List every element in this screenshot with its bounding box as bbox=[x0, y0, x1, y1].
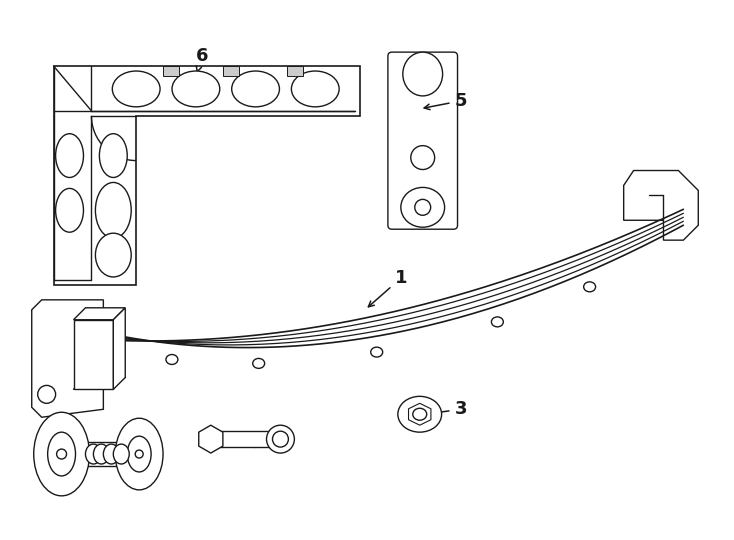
Ellipse shape bbox=[415, 199, 431, 215]
Polygon shape bbox=[211, 431, 280, 447]
Ellipse shape bbox=[272, 431, 288, 447]
Ellipse shape bbox=[56, 188, 84, 232]
Ellipse shape bbox=[172, 71, 219, 107]
Text: 5: 5 bbox=[424, 92, 467, 110]
Polygon shape bbox=[288, 66, 303, 76]
Polygon shape bbox=[73, 320, 113, 389]
Ellipse shape bbox=[584, 282, 595, 292]
Ellipse shape bbox=[403, 52, 443, 96]
Text: 2: 2 bbox=[250, 428, 293, 448]
Ellipse shape bbox=[56, 134, 84, 178]
Ellipse shape bbox=[166, 355, 178, 365]
Ellipse shape bbox=[112, 71, 160, 107]
Polygon shape bbox=[222, 66, 239, 76]
Ellipse shape bbox=[411, 146, 435, 170]
Polygon shape bbox=[199, 425, 223, 453]
Polygon shape bbox=[624, 171, 698, 240]
Polygon shape bbox=[113, 308, 126, 389]
Ellipse shape bbox=[34, 412, 90, 496]
Polygon shape bbox=[409, 403, 431, 425]
Text: 4: 4 bbox=[32, 445, 62, 463]
Ellipse shape bbox=[401, 187, 445, 227]
Ellipse shape bbox=[252, 359, 265, 368]
Ellipse shape bbox=[266, 425, 294, 453]
Ellipse shape bbox=[491, 317, 504, 327]
Ellipse shape bbox=[398, 396, 442, 432]
Polygon shape bbox=[32, 300, 103, 417]
Ellipse shape bbox=[99, 134, 127, 178]
Text: 3: 3 bbox=[429, 400, 467, 418]
FancyBboxPatch shape bbox=[388, 52, 457, 229]
Ellipse shape bbox=[127, 436, 151, 472]
Ellipse shape bbox=[95, 233, 131, 277]
Ellipse shape bbox=[113, 444, 129, 464]
Polygon shape bbox=[163, 66, 179, 76]
Ellipse shape bbox=[413, 408, 426, 420]
Ellipse shape bbox=[95, 183, 131, 238]
Ellipse shape bbox=[37, 386, 56, 403]
Ellipse shape bbox=[371, 347, 382, 357]
Ellipse shape bbox=[291, 71, 339, 107]
Ellipse shape bbox=[48, 432, 76, 476]
Ellipse shape bbox=[103, 444, 120, 464]
Ellipse shape bbox=[57, 449, 67, 459]
Ellipse shape bbox=[135, 450, 143, 458]
Ellipse shape bbox=[93, 444, 109, 464]
Text: 1: 1 bbox=[368, 269, 407, 307]
Ellipse shape bbox=[232, 71, 280, 107]
Polygon shape bbox=[76, 442, 126, 466]
Ellipse shape bbox=[115, 418, 163, 490]
Polygon shape bbox=[73, 308, 126, 320]
Polygon shape bbox=[54, 66, 360, 285]
Ellipse shape bbox=[85, 444, 101, 464]
Text: 6: 6 bbox=[196, 47, 208, 72]
